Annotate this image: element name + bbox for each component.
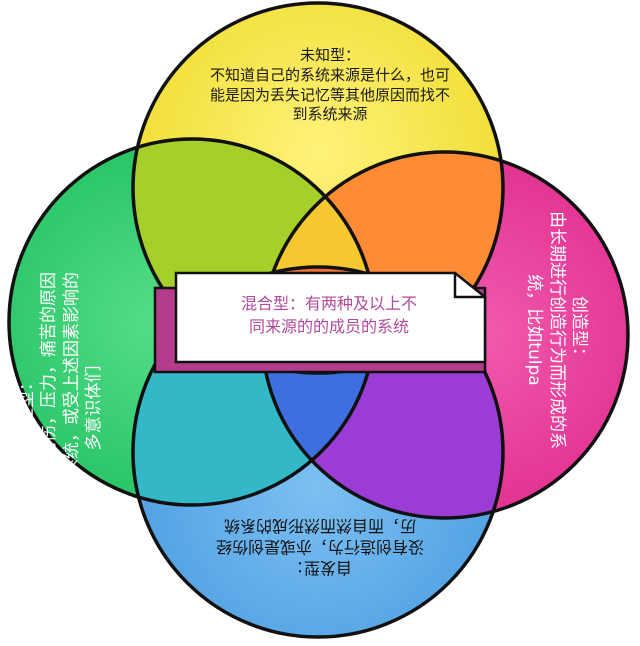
right-line: 由长期进行创造行为而形成的系	[546, 211, 567, 449]
top-line: 不知道自己的系统来源是什么，也可	[209, 65, 450, 84]
top-line: 到系统来源	[292, 105, 368, 124]
left-heading: 适应型：	[17, 374, 37, 442]
top-heading: 未知型：	[299, 46, 360, 64]
right-line: 统，比如tulpa	[524, 274, 545, 386]
left-region-label: 适应型： 尝试去应对创伤，压力，痛苦的原因 而成为的系统，或受上述因素影响的 多…	[16, 188, 156, 628]
right-heading: 创造型：	[569, 296, 589, 364]
center-card	[174, 271, 487, 364]
bottom-circle-outline	[131, 265, 505, 639]
top-region-label: 未知型： 不知道自己的系统来源是什么，也可 能是因为丢失记忆等其他原因而找不 到…	[170, 46, 490, 125]
right-region-label: 创造型： 由长期进行创造行为而形成的系 统，比如tulpa	[500, 160, 590, 500]
bottom-region-label: 自发型： 没有创造行为，亦或是创伤经 历，而自然而然形成的系统	[170, 515, 470, 578]
center-label: 混合型：有两种及以上不 同来源的的成员的系统	[190, 292, 468, 338]
bottom-heading: 自发型：	[288, 558, 353, 578]
bottom-line: 历，而自然而然形成的系统	[224, 516, 417, 536]
center-core-lower	[262, 267, 375, 505]
left-line: 多意识体们	[84, 365, 105, 451]
center-line: 混合型：有两种及以上不	[240, 294, 417, 313]
top-line: 能是因为丢失记忆等其他原因而找不	[209, 85, 450, 104]
bottom-line: 没有创造行为，亦或是创伤经	[216, 537, 425, 557]
left-line: 尝试去应对创伤，压力，痛苦的原因	[39, 272, 60, 544]
center-line: 同来源的的成员的系统	[248, 317, 409, 337]
left-line: 而成为的系统，或受上述因素影响的	[61, 272, 82, 544]
center-card-fold	[453, 273, 485, 299]
